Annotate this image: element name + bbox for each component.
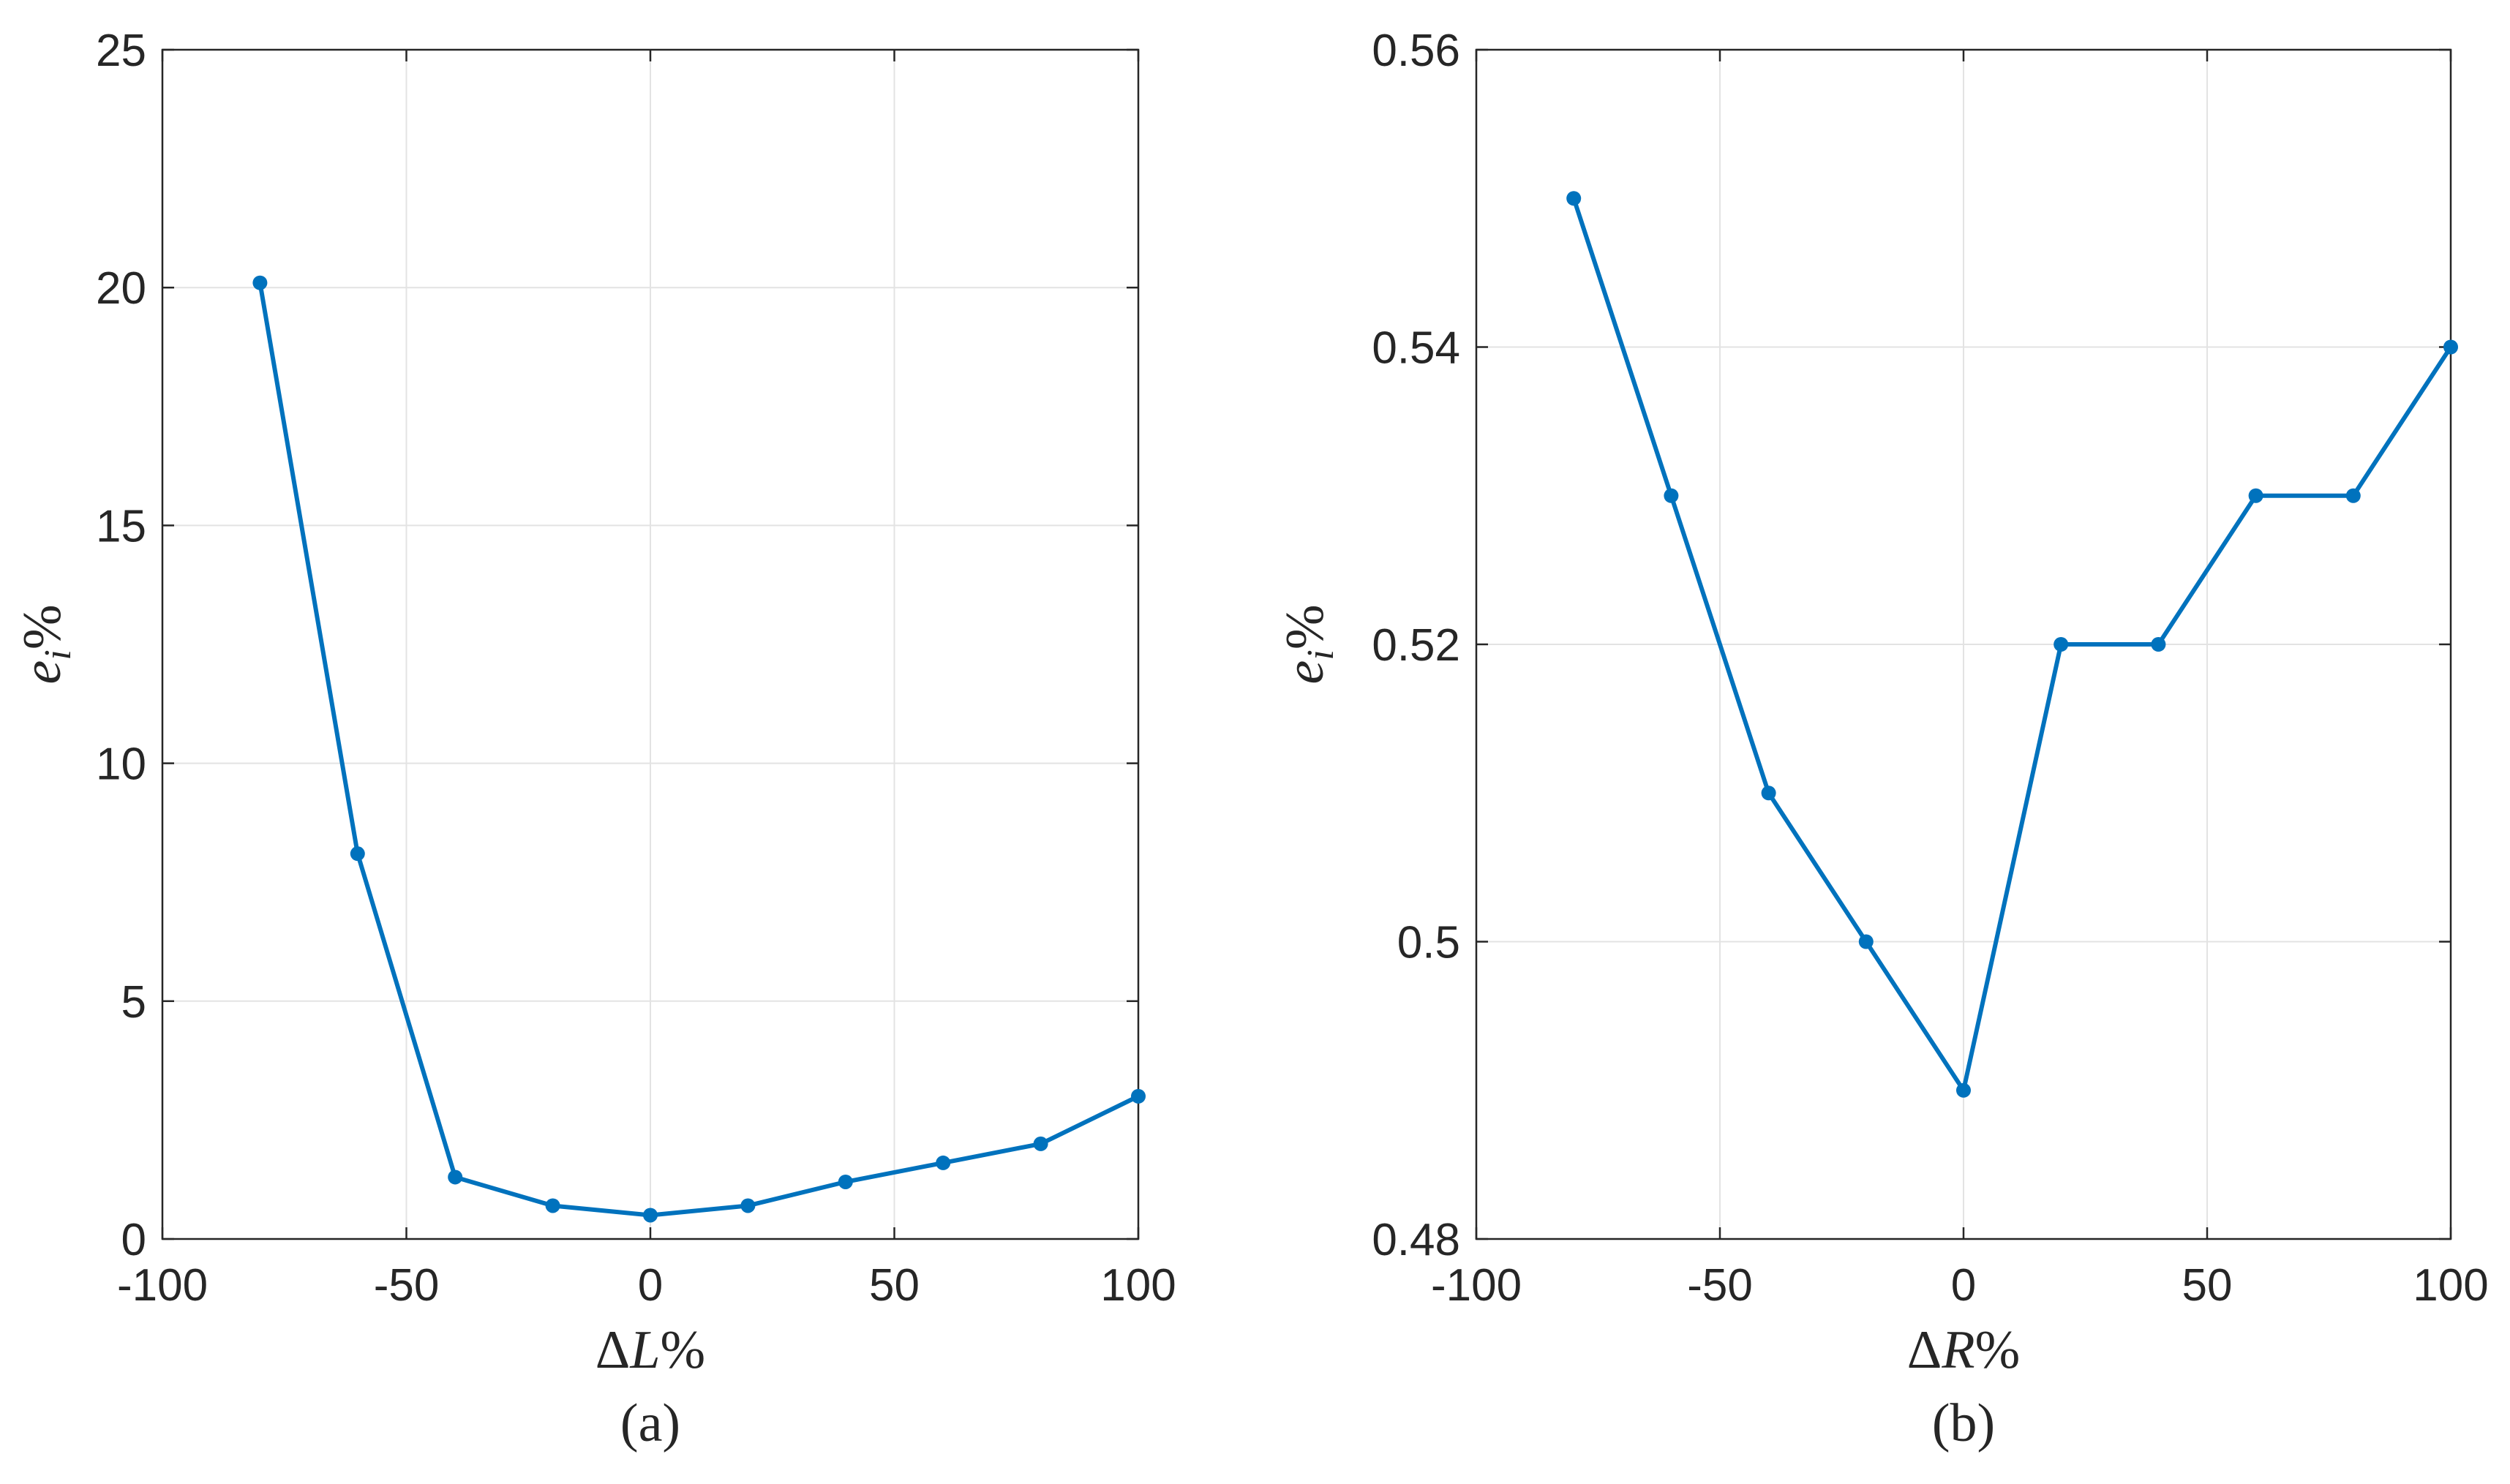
y-tick-label: 20 bbox=[96, 263, 146, 314]
y-tick-label: 0 bbox=[121, 1215, 146, 1265]
caption: (b) bbox=[1932, 1393, 1995, 1453]
y-axis-label: ei% bbox=[12, 605, 79, 685]
y-tick-label: 25 bbox=[96, 26, 146, 76]
x-tick-label: -100 bbox=[117, 1260, 208, 1311]
data-point bbox=[1131, 1088, 1146, 1104]
data-point bbox=[1033, 1136, 1048, 1151]
data-point bbox=[2248, 488, 2263, 503]
data-point bbox=[1956, 1082, 1971, 1098]
data-point bbox=[448, 1170, 463, 1185]
x-tick-label: 0 bbox=[1951, 1260, 1976, 1311]
data-point bbox=[838, 1174, 853, 1189]
data-point bbox=[1566, 191, 1582, 206]
data-point bbox=[740, 1198, 756, 1213]
x-tick-label: -50 bbox=[1687, 1260, 1753, 1311]
data-point bbox=[936, 1155, 951, 1170]
x-axis-label: ΔL% bbox=[595, 1320, 705, 1380]
chart-1: -100 -50 0 50 100 0.48 0.5 0.52 0.54 0.56 ΔR% (b) ei… bbox=[1275, 26, 2489, 1453]
data-point bbox=[1761, 786, 1776, 801]
data-point bbox=[350, 846, 365, 862]
x-axis-label: ΔR% bbox=[1907, 1320, 2020, 1380]
y-tick-label: 5 bbox=[121, 977, 146, 1028]
data-point bbox=[1858, 934, 1874, 949]
data-point bbox=[643, 1208, 658, 1223]
series-line bbox=[1571, 197, 2453, 1093]
x-tick-label: 0 bbox=[638, 1260, 663, 1311]
y-tick-label: 0.52 bbox=[1372, 620, 1460, 671]
x-tick-label: 50 bbox=[869, 1260, 920, 1311]
y-tick-label: 10 bbox=[96, 739, 146, 790]
y-tick-label: 0.56 bbox=[1372, 26, 1460, 76]
data-point bbox=[545, 1198, 560, 1213]
x-tick-label: 100 bbox=[2413, 1260, 2488, 1311]
y-tick-label: 0.48 bbox=[1372, 1215, 1460, 1265]
caption: (a) bbox=[620, 1393, 680, 1453]
y-tick-label: 0.5 bbox=[1397, 918, 1460, 968]
x-tick-label: 100 bbox=[1100, 1260, 1176, 1311]
chart-0: -100 -50 0 50 100 0 5 10 15 20 25 ΔL% (a) ei% bbox=[12, 26, 1176, 1453]
x-tick-label: 50 bbox=[2182, 1260, 2233, 1311]
y-axis-label: ei% bbox=[1275, 605, 1342, 685]
data-point bbox=[252, 275, 268, 290]
data-point bbox=[2151, 637, 2166, 652]
x-tick-label: -50 bbox=[374, 1260, 440, 1311]
data-point bbox=[2054, 637, 2069, 652]
data-point bbox=[2345, 488, 2361, 503]
x-tick-label: -100 bbox=[1431, 1260, 1522, 1311]
series-line bbox=[258, 282, 1140, 1218]
data-point bbox=[1664, 488, 1679, 503]
y-tick-label: 15 bbox=[96, 501, 146, 551]
y-tick-label: 0.54 bbox=[1372, 323, 1460, 374]
data-point bbox=[2443, 339, 2458, 355]
